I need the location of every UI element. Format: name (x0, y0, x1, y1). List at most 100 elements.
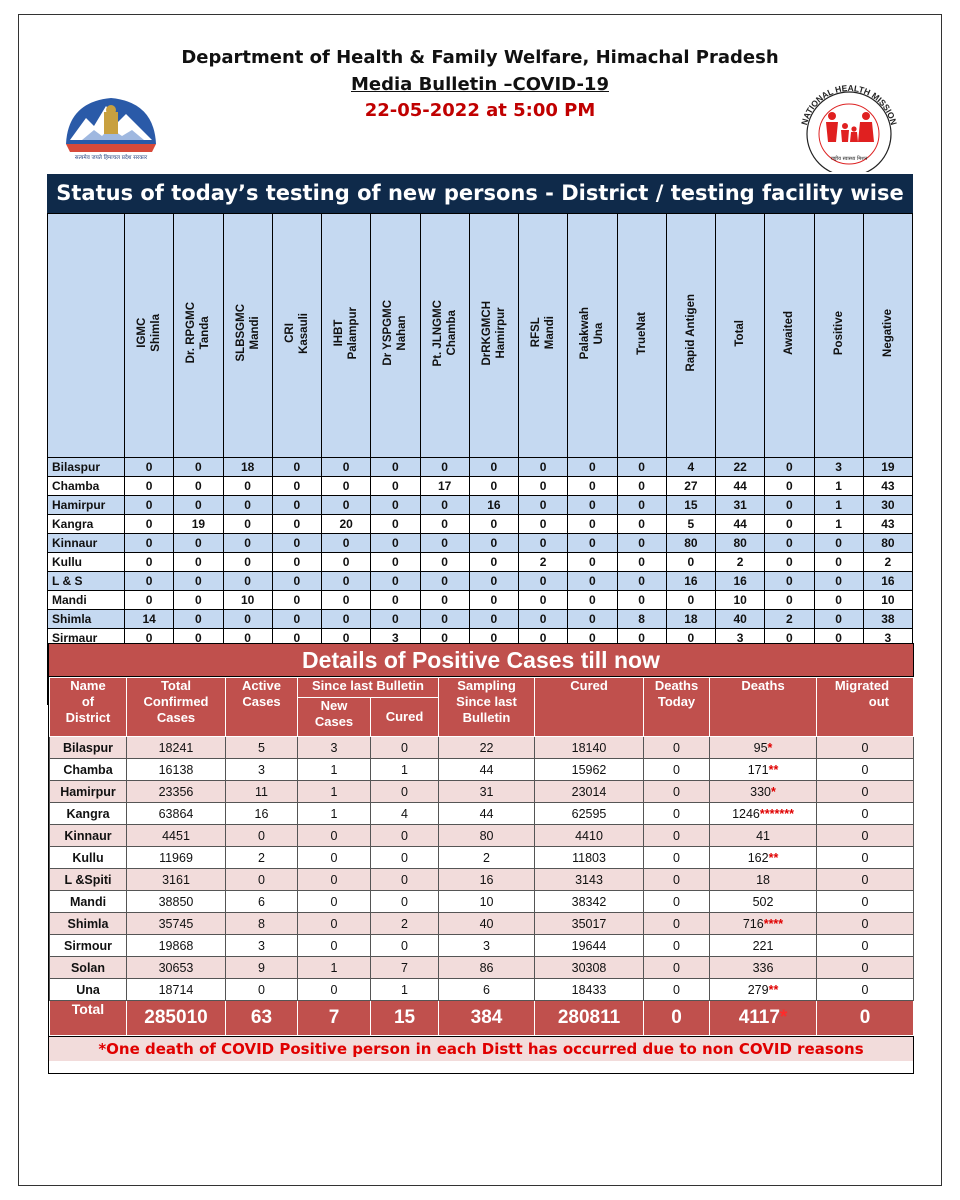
positive-cell: 6 (225, 890, 298, 913)
testing-cell: 0 (764, 457, 815, 477)
positive-cell: 0 (225, 978, 298, 1001)
positive-cell: 0 (816, 802, 915, 825)
positive-cell: 0 (816, 912, 915, 935)
positive-cell: 0 (643, 890, 711, 913)
positive-row: Bilaspur 18241 5 3 0 22 18140 0 95* 0 (49, 736, 915, 759)
positive-cell: 15 (369, 1000, 440, 1036)
testing-cell: 44 (714, 476, 766, 496)
header-active: Active Cases (225, 677, 298, 737)
positive-cell: 4 (369, 802, 440, 825)
positive-cell: 280811 (534, 1000, 645, 1036)
testing-cell: 43 (862, 514, 914, 534)
testing-cell: 0 (222, 514, 273, 534)
deaths-value: 279 (747, 982, 769, 997)
testing-cell: 0 (222, 476, 273, 496)
positive-cell: 0 (816, 824, 915, 847)
positive-cell: 35017 (534, 912, 645, 935)
header-deaths: Deaths (709, 677, 818, 737)
positive-cell: 0 (643, 978, 711, 1001)
testing-cell: 0 (764, 514, 815, 534)
positive-cell: 0 (225, 868, 298, 891)
testing-cell: 0 (764, 571, 815, 591)
positive-cell: 0 (297, 978, 371, 1001)
testing-cell: 0 (468, 514, 520, 534)
testing-header-district (47, 213, 125, 458)
positive-cell: 23356 (126, 780, 226, 803)
positive-cell: 7 (297, 1000, 371, 1036)
testing-cell: 0 (123, 457, 175, 477)
testing-cell: 0 (468, 552, 520, 572)
testing-row: Hamirpur 0 0 0 0 0 0 0 16 0 0 0 15 31 0 1 30 (47, 495, 914, 515)
deaths-cell: 716**** (709, 912, 818, 935)
district-name: Bilaspur (49, 736, 127, 759)
positive-cell: 0 (369, 890, 440, 913)
positive-cell: 0 (816, 758, 915, 781)
testing-cell: 0 (813, 552, 864, 572)
positive-cell: 0 (816, 736, 915, 759)
testing-cell: 0 (123, 533, 175, 553)
positive-cell: 0 (816, 780, 915, 803)
testing-cell: 1 (813, 495, 864, 515)
header-since-last-bulletin: Since last Bulletin (296, 677, 440, 698)
deaths-footnote-marker: ** (768, 982, 779, 997)
positive-cases-table: Name of District Total Confirmed Cases A… (49, 677, 915, 1036)
positive-cell: 4451 (126, 824, 226, 847)
testing-col-header: Pt. JLNGMC Chamba (419, 213, 470, 458)
testing-cell: 0 (173, 476, 224, 496)
positive-cell: 62595 (534, 802, 645, 825)
testing-cell: 0 (764, 533, 815, 553)
positive-cell: 63 (225, 1000, 298, 1036)
district-name: Kinnaur (49, 824, 127, 847)
positive-cell: 9 (225, 956, 298, 979)
testing-cell: 0 (616, 552, 667, 572)
positive-cell: 0 (643, 934, 711, 957)
testing-cell: 44 (714, 514, 766, 534)
positive-row: Hamirpur 23356 11 1 0 31 23014 0 330* 0 (49, 780, 915, 803)
testing-cell: 0 (567, 533, 618, 553)
testing-cell: 0 (370, 476, 421, 496)
positive-cell: 3 (297, 736, 371, 759)
testing-cell: 0 (419, 457, 470, 477)
testing-cell: 4 (665, 457, 717, 477)
testing-cell: 0 (123, 476, 175, 496)
testing-cell: 1 (813, 476, 864, 496)
deaths-footnote-marker: * (771, 784, 776, 799)
testing-cell: 17 (419, 476, 470, 496)
positive-cell: 3161 (126, 868, 226, 891)
district-name: Shimla (49, 912, 127, 935)
testing-cell: 0 (517, 476, 569, 496)
deaths-footnote-marker: ** (768, 762, 779, 777)
testing-cell: 0 (123, 552, 175, 572)
testing-cell: 18 (665, 609, 717, 629)
deaths-value: 336 (752, 960, 774, 975)
header-migrated: Migrated out (816, 677, 915, 737)
positive-cell: 0 (816, 956, 915, 979)
positive-cell: 0 (643, 802, 711, 825)
testing-cell: 0 (173, 495, 224, 515)
testing-row: Kangra 0 19 0 0 20 0 0 0 0 0 0 5 44 0 1 43 (47, 514, 914, 534)
testing-cell: 0 (173, 552, 224, 572)
testing-cell: 0 (517, 590, 569, 610)
testing-cell: 2 (764, 609, 815, 629)
testing-cell: 0 (764, 552, 815, 572)
testing-col-header: Negative (862, 213, 914, 458)
testing-cell: 0 (813, 571, 864, 591)
positive-total-row: Total 285010 63 7 15 384 280811 0 4117* 0 (49, 1000, 915, 1036)
header-new-cases: New Cases (297, 697, 371, 737)
testing-cell: 0 (764, 590, 815, 610)
district-name: Total (49, 1000, 127, 1036)
positive-cell: 8 (225, 912, 298, 935)
district-name: Sirmour (49, 934, 127, 957)
testing-row: Bilaspur 0 0 18 0 0 0 0 0 0 0 0 4 22 0 3 19 (47, 457, 914, 477)
testing-cell: 0 (764, 495, 815, 515)
testing-cell: 2 (714, 552, 766, 572)
testing-cell: 0 (567, 514, 618, 534)
header-cured: Cured (534, 677, 645, 737)
positive-row: Kangra 63864 16 1 4 44 62595 0 1246******* 0 (49, 802, 915, 825)
testing-cell: 0 (320, 552, 372, 572)
positive-cell: 11803 (534, 846, 645, 869)
positive-cell: 0 (297, 846, 371, 869)
positive-cell: 18433 (534, 978, 645, 1001)
testing-cell: 0 (517, 533, 569, 553)
positive-cell: 10 (438, 890, 536, 913)
